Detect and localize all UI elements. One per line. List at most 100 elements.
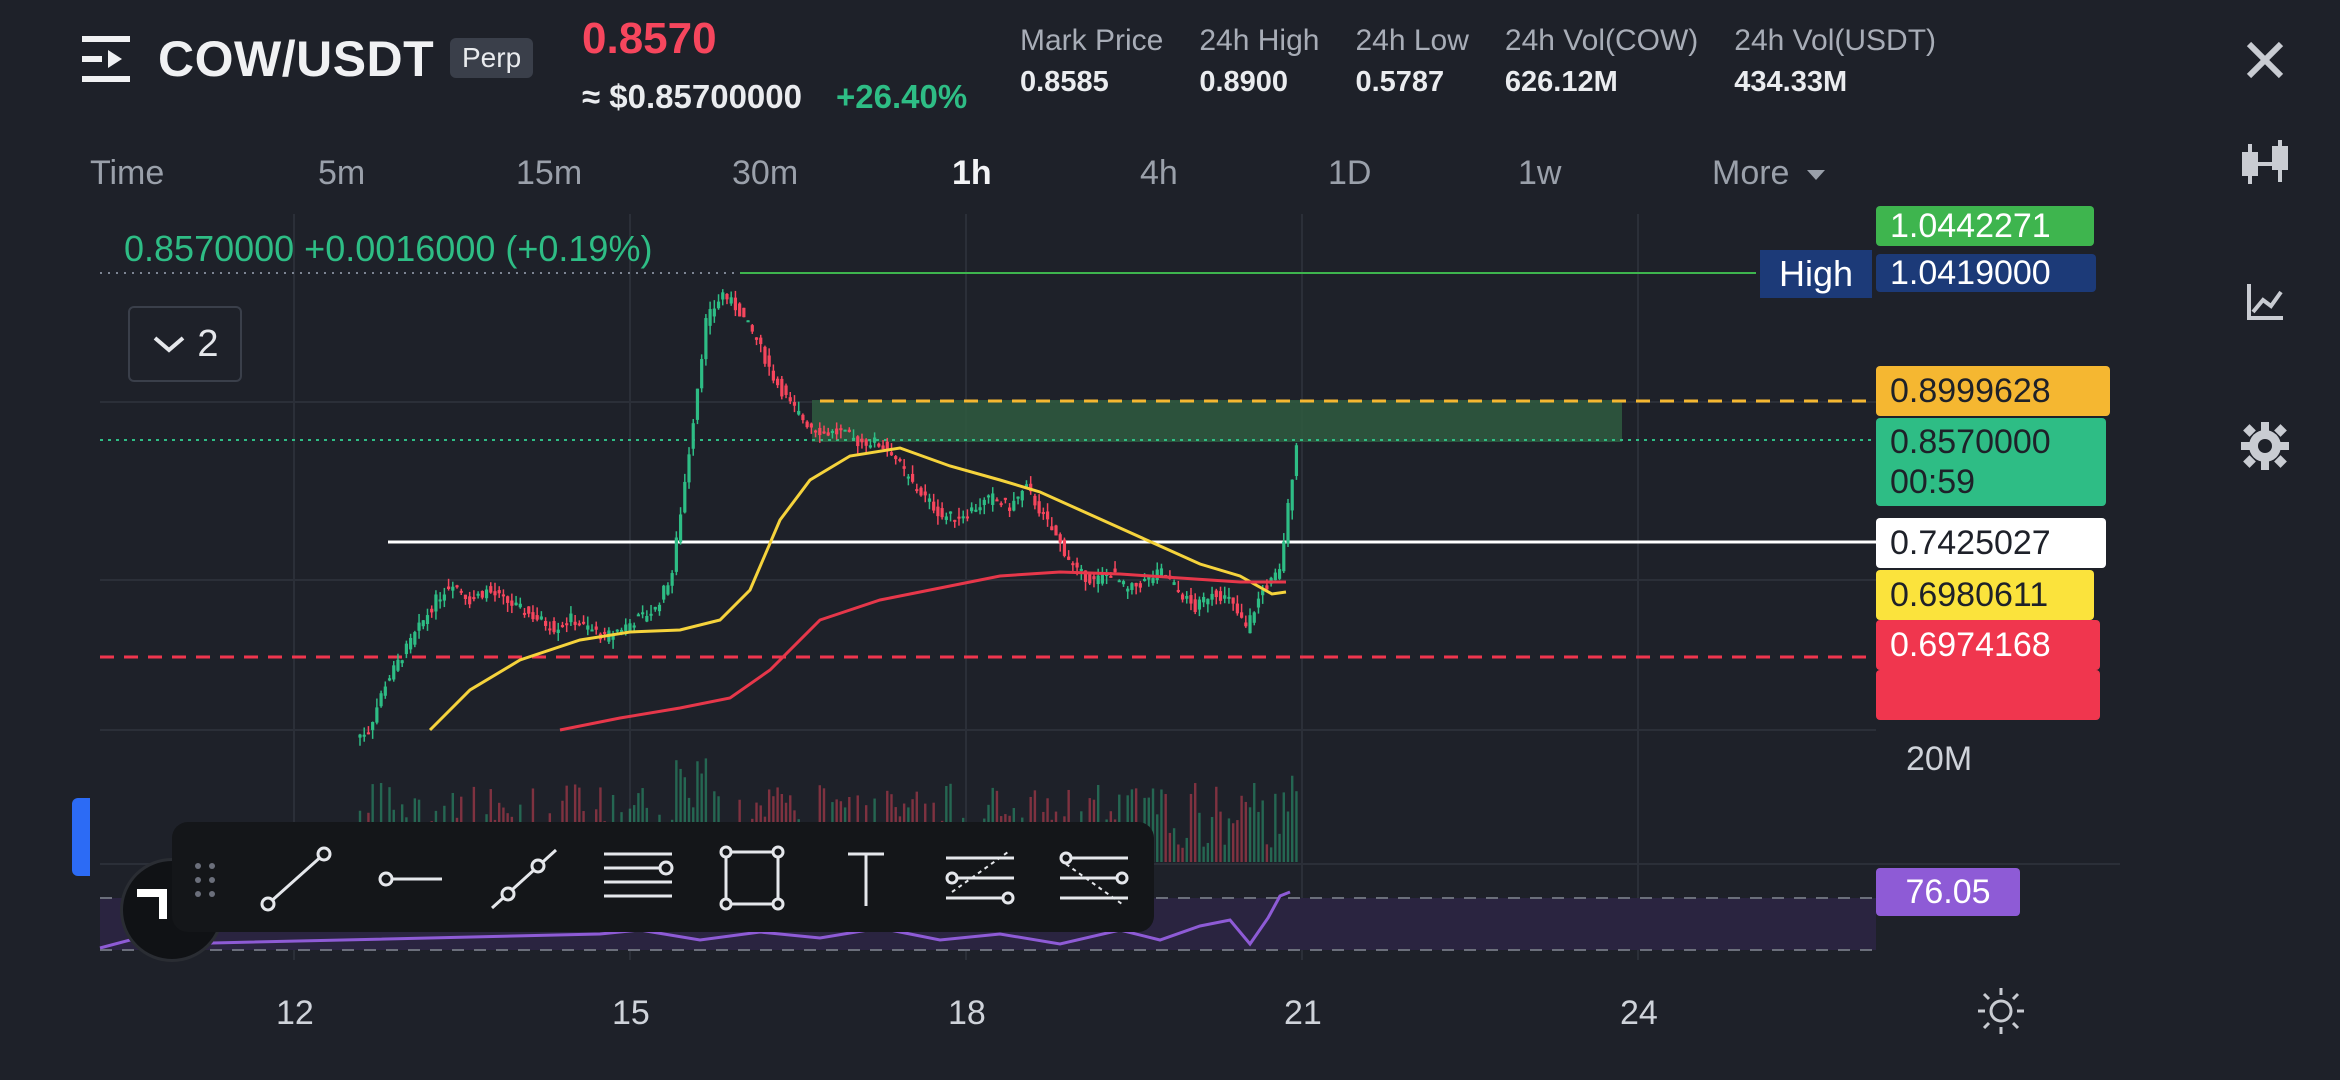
candle-body [902,466,906,469]
candle-body [425,615,430,625]
contract-type-badge: Perp [450,38,534,78]
indicator-icon[interactable] [2245,282,2285,322]
fib-extension-icon[interactable] [1056,844,1132,914]
x-axis-label: 24 [1620,994,1658,1032]
ray-icon[interactable] [486,844,562,914]
candle-body [771,370,775,381]
fib-retracement-icon[interactable] [942,844,1018,914]
candle-body [577,623,581,626]
candle-body [636,614,640,617]
right-rail [2190,0,2340,1080]
candle-body [430,608,434,613]
pair-title[interactable]: COW/USDT [158,31,435,87]
stat-24h-vol-usdt: 24h Vol(USDT) 434.33M [1734,24,1936,99]
candle-body [1088,573,1092,584]
candle-body [704,318,708,360]
candle-body [590,629,594,632]
stat-label: 24h Vol(COW) [1504,24,1699,57]
ohlc-readout: 0.8570000 +0.0016000 (+0.19%) [124,228,653,269]
tab-1h[interactable]: 1h [952,154,992,192]
tab-5m[interactable]: 5m [318,154,366,192]
candle-body [894,456,898,460]
tab-1w[interactable]: 1w [1518,154,1562,192]
volume-bar [1240,795,1243,862]
candle-body [1151,578,1155,584]
volume-bar [683,777,686,862]
candlestick-icon[interactable] [2238,138,2292,190]
candle-body [468,596,472,605]
tab-time[interactable]: Time [90,154,165,192]
candle-body [531,612,535,620]
gear-icon[interactable] [2239,420,2291,472]
theme-toggle-icon[interactable] [1976,986,2026,1036]
parallel-channel-icon[interactable] [600,844,676,914]
horizontal-line-icon[interactable] [372,844,448,914]
side-panel-tab[interactable] [72,798,90,876]
candle-body [818,427,822,436]
tab-1d[interactable]: 1D [1328,154,1372,192]
candle-body [1075,562,1079,568]
candle-body [910,473,915,482]
tab-4h[interactable]: 4h [1140,154,1178,192]
candle-body [1218,591,1223,601]
volume-bar [700,773,703,862]
menu-icon[interactable] [82,34,134,84]
candle-body [839,428,843,431]
candle-body [387,678,392,681]
candle-body [923,491,927,496]
candle-body [573,621,577,625]
candle-body [674,537,678,572]
candle-body [1130,583,1134,590]
volume-bar [1215,786,1218,862]
candle-body [776,378,780,386]
candle-body [1037,501,1041,514]
candle-body [1092,576,1096,580]
candle-body [581,621,586,624]
candle-body [864,439,868,446]
candle-body [451,586,455,591]
tab-30m[interactable]: 30m [732,154,799,192]
tab-more[interactable]: More [1712,154,1827,193]
volume-axis-label: 20M [1906,740,1973,778]
candle-body [1193,599,1197,613]
candle-body [877,443,881,447]
candle-body [476,593,480,596]
volume-bar [1236,820,1239,862]
candle-body [1100,574,1104,584]
candle-body [556,629,560,634]
candle-body [1083,570,1088,582]
candle-body [695,388,700,420]
close-icon[interactable] [2243,38,2287,82]
candle-body [472,597,476,600]
candle-body [851,437,856,440]
candle-body [1071,563,1075,566]
candle-body [970,507,974,512]
price-label-white: 0.7425027 [1876,518,2106,568]
candle-body [565,623,569,626]
text-icon[interactable] [828,844,904,914]
candle-body [649,613,653,616]
candle-body [687,454,691,483]
candle-body [463,594,468,600]
candle-body [446,586,451,590]
candle-body [1117,580,1121,583]
candle-body [484,589,489,599]
candle-body [670,573,674,586]
volume-bar [1278,833,1281,862]
tab-15m[interactable]: 15m [516,154,583,192]
rectangle-icon[interactable] [714,844,790,914]
candle-body [1008,507,1012,511]
candle-body [1138,583,1142,588]
candle-body [683,481,687,513]
volume-bar [1223,844,1226,862]
drag-handle-icon[interactable] [190,860,220,900]
candle-body [552,621,556,633]
volume-bar [1286,811,1290,862]
candle-body [700,358,704,389]
candle-body [754,337,759,340]
trend-line-icon[interactable] [258,844,334,914]
indicator-collapse-button[interactable]: 2 [128,306,242,382]
candle-body [1210,593,1214,600]
volume-bar [1219,811,1222,862]
candle-body [1176,589,1180,592]
